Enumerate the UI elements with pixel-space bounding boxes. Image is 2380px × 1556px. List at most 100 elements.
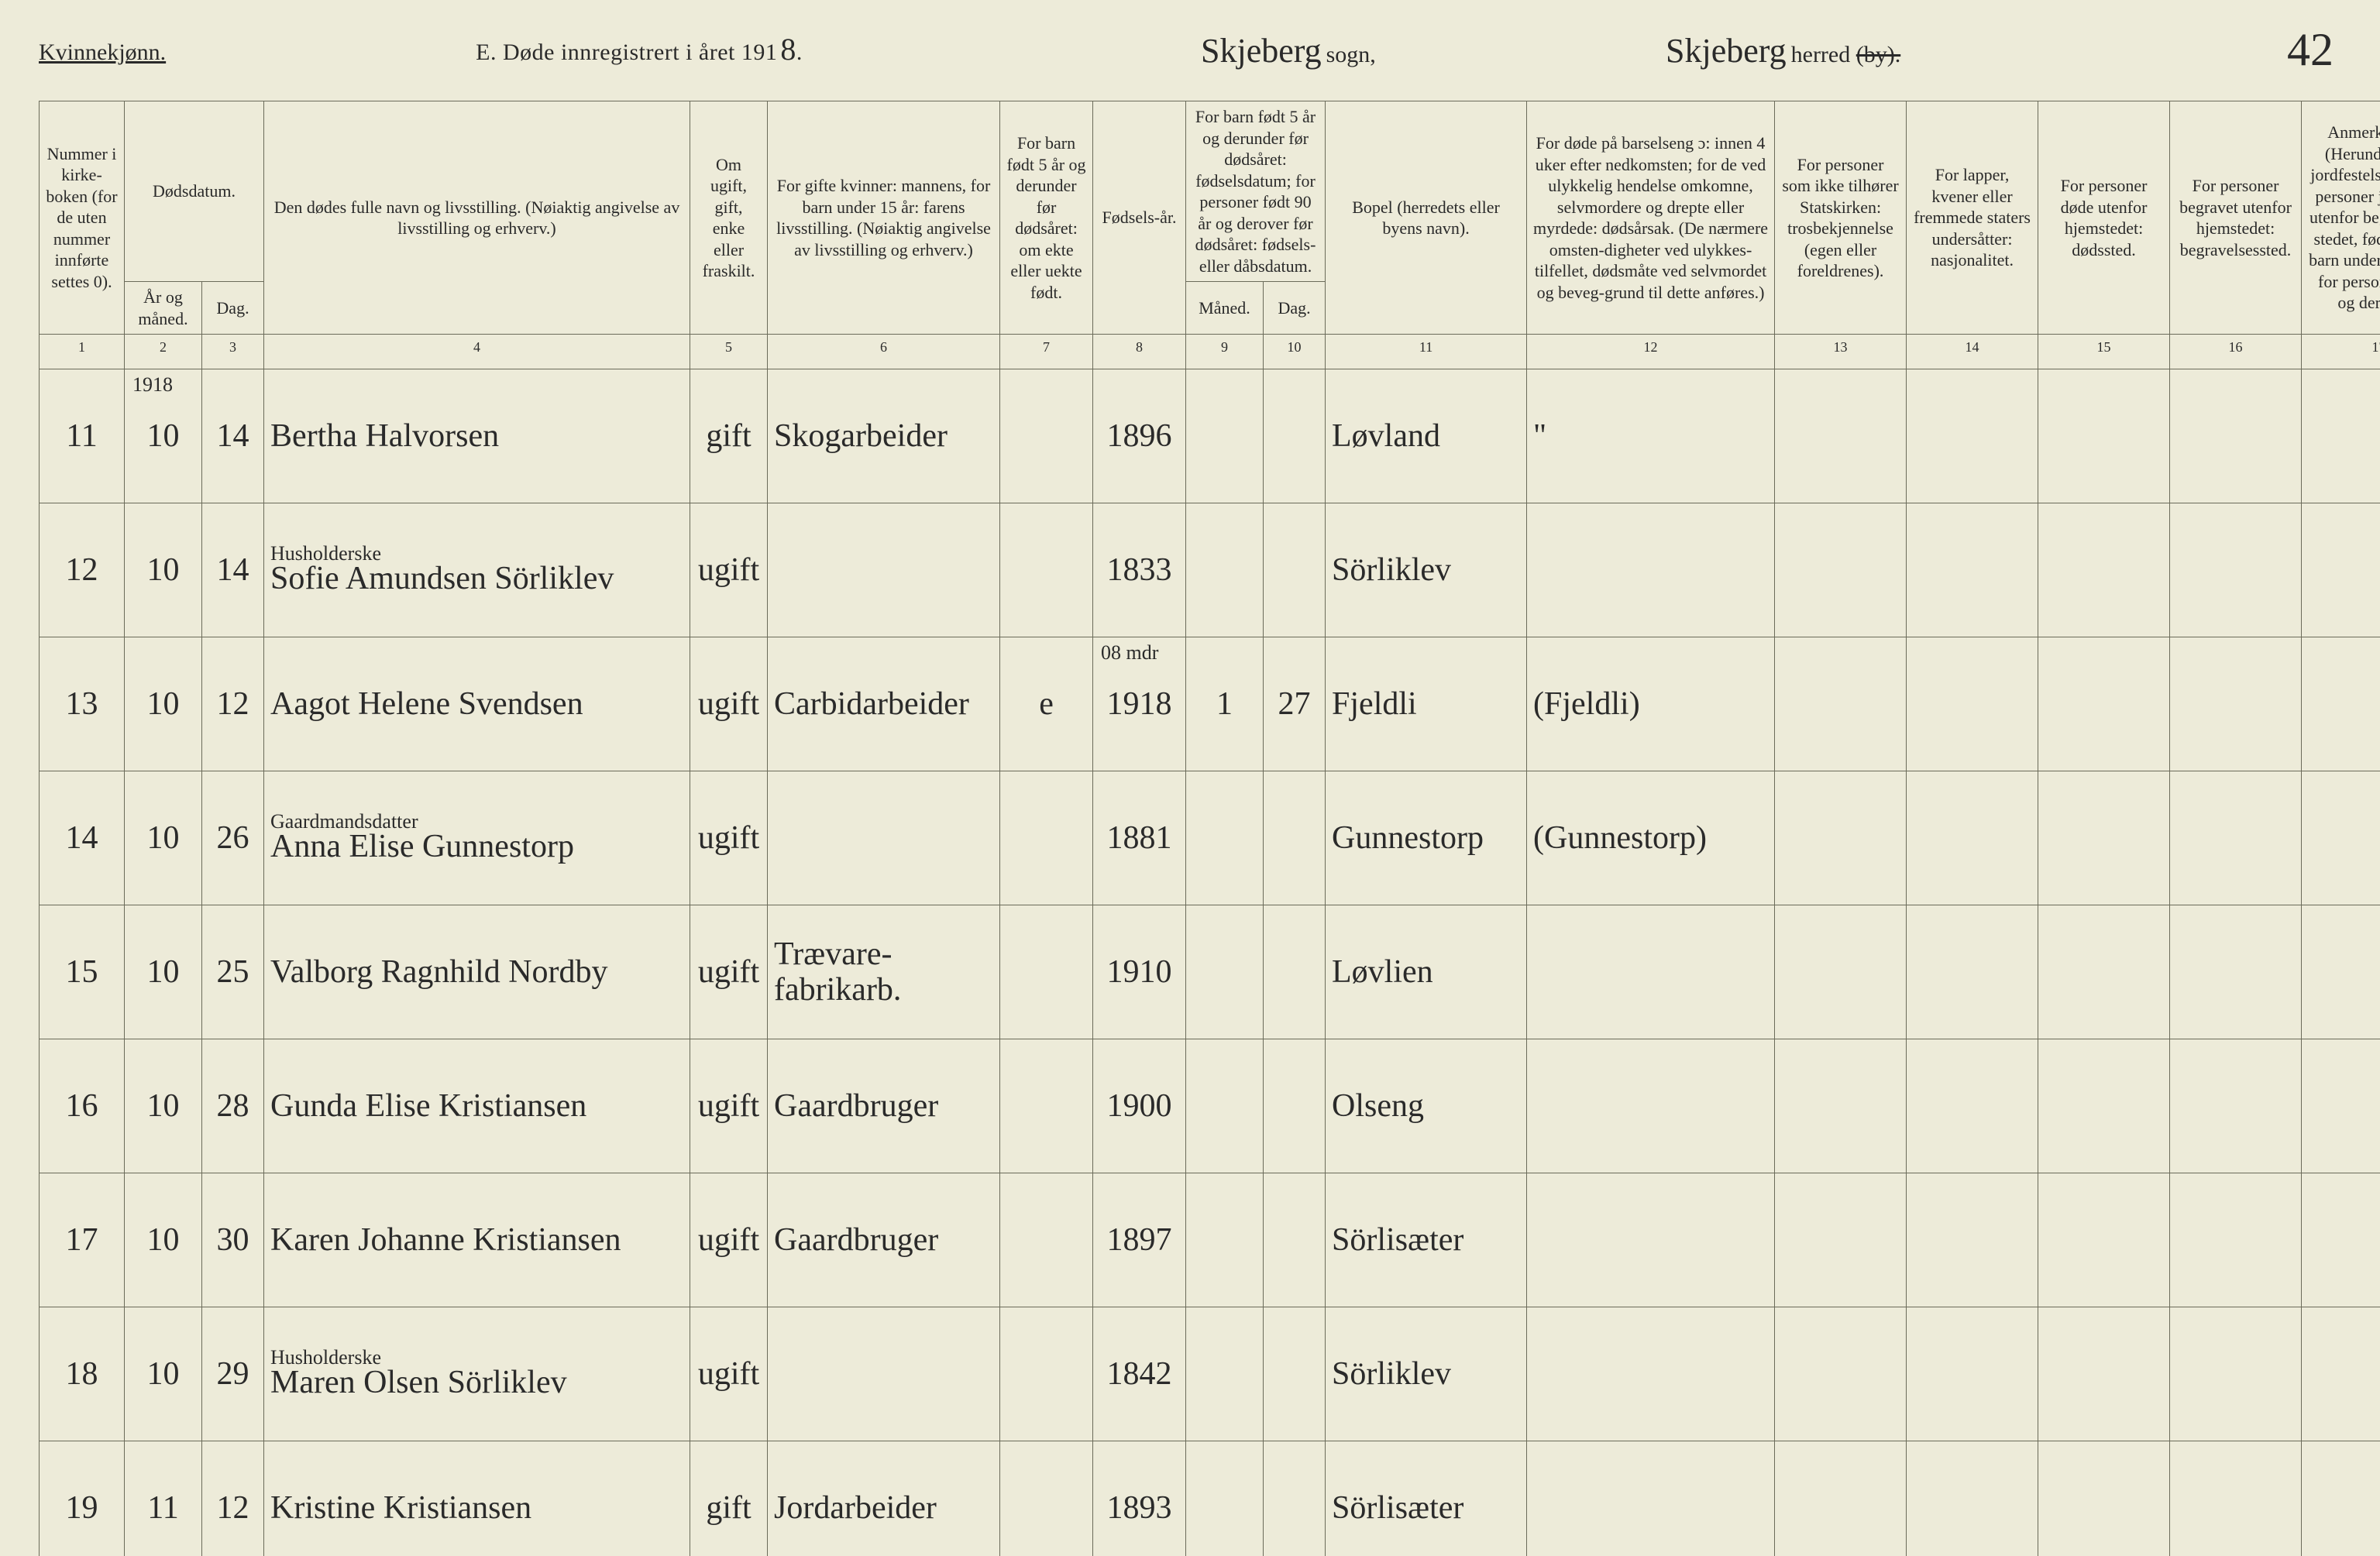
cell xyxy=(2170,1173,2302,1307)
cell xyxy=(1000,503,1093,637)
column-number-row: 1 2 3 4 5 6 7 8 9 10 11 12 13 14 15 16 1… xyxy=(40,335,2380,369)
cell xyxy=(1907,1307,2038,1441)
cell xyxy=(2170,503,2302,637)
cell-value: 30 xyxy=(217,1222,249,1258)
sogn-block: Skjebergsogn, xyxy=(1201,31,1376,70)
cell xyxy=(1000,1039,1093,1173)
cell: 1900 xyxy=(1093,1039,1186,1173)
cell: 17 xyxy=(40,1173,125,1307)
cell: 08 mdr 1918 xyxy=(1093,637,1186,771)
cell-value: 1910 xyxy=(1107,954,1172,990)
cell xyxy=(1527,1441,1775,1556)
cell-annotation: 08 mdr xyxy=(1101,642,1158,665)
cell-value: 1842 xyxy=(1107,1356,1172,1392)
cell: Gaardbruger xyxy=(768,1173,1000,1307)
cell-value: Bertha Halvorsen xyxy=(270,418,499,454)
cell xyxy=(2302,1307,2380,1441)
cell xyxy=(2038,771,2170,905)
cell-value: 1 xyxy=(1216,686,1233,722)
cell xyxy=(1907,771,2038,905)
cell xyxy=(1186,503,1264,637)
cell xyxy=(2302,1441,2380,1556)
cell-value: Trævare-fabrikarb. xyxy=(774,936,901,1008)
cell xyxy=(2170,369,2302,503)
cell: 25 xyxy=(202,905,264,1039)
cell: GaardmandsdatterAnna Elise Gunnestorp xyxy=(264,771,690,905)
cell: Olseng xyxy=(1326,1039,1527,1173)
cell xyxy=(1000,905,1093,1039)
cell: 30 xyxy=(202,1173,264,1307)
colnum: 2 xyxy=(125,335,202,369)
cell xyxy=(1527,905,1775,1039)
cell: 26 xyxy=(202,771,264,905)
cell: 12 xyxy=(202,637,264,771)
cell: Jordarbeider xyxy=(768,1441,1000,1556)
cell-value: 1900 xyxy=(1107,1088,1172,1124)
cell: 11 xyxy=(125,1441,202,1556)
cell: Aagot Helene Svendsen xyxy=(264,637,690,771)
cell: 19 xyxy=(40,1441,125,1556)
herred-print: herred xyxy=(1791,42,1851,67)
colnum: 13 xyxy=(1775,335,1907,369)
cell xyxy=(1907,503,2038,637)
cell-value: 11 xyxy=(66,418,97,454)
col-header-1: Nummer i kirke-boken (for de uten nummer… xyxy=(40,101,125,335)
table-row: 141026GaardmandsdatterAnna Elise Gunnest… xyxy=(40,771,2380,905)
cell-value: ugift xyxy=(698,1088,759,1124)
cell-value: Aagot Helene Svendsen xyxy=(270,686,583,722)
cell-value: " xyxy=(1533,418,1546,454)
colnum: 8 xyxy=(1093,335,1186,369)
cell: 12 xyxy=(202,1441,264,1556)
col-header-9a: Måned. xyxy=(1186,282,1264,335)
cell: (Fjeldli) xyxy=(1527,637,1775,771)
cell-value: gift xyxy=(706,418,751,454)
cell-value: 10 xyxy=(147,1222,180,1258)
cell: 10 xyxy=(125,503,202,637)
cell xyxy=(1527,1307,1775,1441)
cell xyxy=(1527,503,1775,637)
cell xyxy=(1264,1173,1326,1307)
cell: Kristine Kristiansen xyxy=(264,1441,690,1556)
cell-value: 17 xyxy=(66,1222,98,1258)
title: E. Døde innregistrert i året 1918. xyxy=(476,31,803,67)
page-header: Kvinnekjønn. E. Døde innregistrert i åre… xyxy=(39,31,2341,93)
col-header-7: For barn født 5 år og derunder før dødså… xyxy=(1000,101,1093,335)
cell: 191810 xyxy=(125,369,202,503)
cell xyxy=(768,503,1000,637)
cell xyxy=(1186,369,1264,503)
cell xyxy=(2038,1307,2170,1441)
cell-value: 10 xyxy=(147,552,180,588)
colnum: 10 xyxy=(1264,335,1326,369)
cell: (Gunnestorp) xyxy=(1527,771,1775,905)
cell-value: 1896 xyxy=(1107,418,1172,454)
cell-value: Jordarbeider xyxy=(774,1490,937,1526)
col-header-12: For døde på barselseng ɔ: innen 4 uker e… xyxy=(1527,101,1775,335)
table-row: 161028Gunda Elise KristiansenugiftGaardb… xyxy=(40,1039,2380,1173)
cell: Karen Johanne Kristiansen xyxy=(264,1173,690,1307)
cell-value: Fjeldli xyxy=(1332,686,1417,722)
table-body: 1119181014Bertha HalvorsengiftSkogarbeid… xyxy=(40,369,2380,1556)
cell-value: 1918 xyxy=(1107,686,1172,722)
cell-value: (Fjeldli) xyxy=(1533,686,1640,722)
cell: 1896 xyxy=(1093,369,1186,503)
cell xyxy=(1000,1173,1093,1307)
cell: ugift xyxy=(690,1039,768,1173)
cell xyxy=(1907,369,2038,503)
colnum: 17 xyxy=(2302,335,2380,369)
title-prefix: E. Døde innregistrert i året 191 xyxy=(476,40,777,65)
cell-value: Løvland xyxy=(1332,418,1440,454)
cell xyxy=(2038,637,2170,771)
cell: 1 xyxy=(1186,637,1264,771)
cell-value: ugift xyxy=(698,820,759,856)
cell xyxy=(1775,1173,1907,1307)
table-row: 1119181014Bertha HalvorsengiftSkogarbeid… xyxy=(40,369,2380,503)
cell-value: 10 xyxy=(147,1356,180,1392)
cell xyxy=(1264,369,1326,503)
cell-value: ugift xyxy=(698,954,759,990)
cell xyxy=(2302,637,2380,771)
cell-value: ugift xyxy=(698,552,759,588)
cell xyxy=(1186,905,1264,1039)
table-row: 151025Valborg Ragnhild NordbyugiftTrævar… xyxy=(40,905,2380,1039)
cell-value: 1897 xyxy=(1107,1222,1172,1258)
cell xyxy=(2170,1441,2302,1556)
